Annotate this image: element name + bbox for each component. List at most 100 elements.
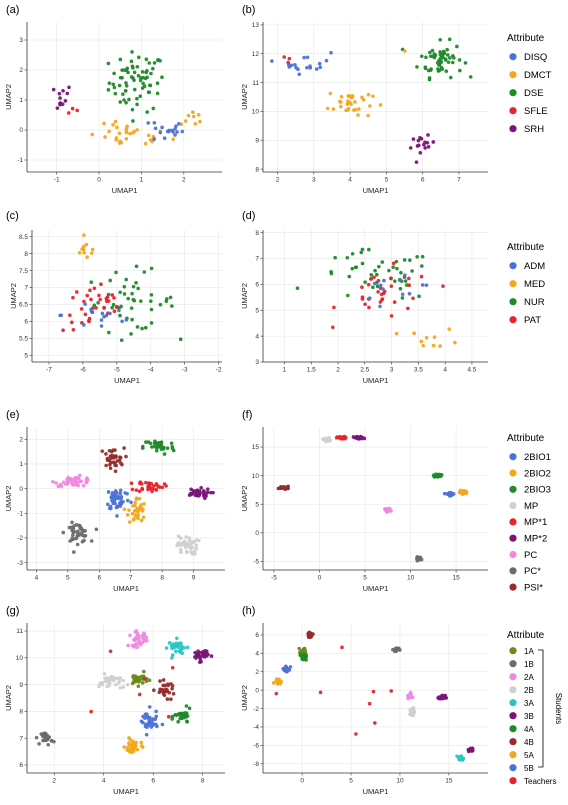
- point-3a: [164, 646, 169, 650]
- y-tick-label: 8: [19, 709, 23, 716]
- point-2b: [113, 683, 118, 687]
- point-dse: [445, 53, 450, 57]
- point-dmct: [339, 104, 343, 109]
- point-srh: [63, 99, 68, 103]
- point-2b: [102, 671, 107, 676]
- point-pc: [83, 533, 88, 538]
- point-srh: [426, 145, 431, 149]
- point-psi: [104, 463, 108, 468]
- point-mp: [184, 550, 189, 555]
- point-pat: [68, 313, 72, 317]
- point-nur: [360, 261, 365, 266]
- point-srh: [58, 101, 63, 105]
- point-nur: [371, 285, 375, 290]
- point-pc: [51, 479, 55, 484]
- point-dmct: [196, 113, 201, 117]
- point-dse: [426, 68, 431, 73]
- point-dse: [427, 77, 432, 82]
- point-mp1: [152, 484, 156, 488]
- point-2bio2: [133, 503, 137, 508]
- point-srh: [411, 137, 416, 141]
- point-5a: [127, 736, 131, 740]
- point-sfle: [70, 106, 75, 111]
- panel-label: (b): [242, 4, 255, 16]
- point-nur: [178, 337, 183, 342]
- point-4b: [167, 690, 172, 695]
- point-pat: [360, 295, 365, 299]
- point-dmct: [90, 132, 95, 137]
- point-nur: [347, 274, 352, 279]
- legend-dot: [509, 686, 517, 694]
- point-med: [447, 327, 452, 331]
- point-pat: [61, 328, 65, 333]
- y-tick-label: 0: [19, 486, 23, 493]
- x-tick-label: 6: [151, 778, 155, 785]
- point-pc: [81, 483, 86, 488]
- point-pc: [80, 539, 85, 544]
- point-2bio2: [462, 490, 467, 495]
- point-2bio2: [140, 508, 144, 513]
- point-2bio1: [113, 489, 118, 493]
- point-dmct: [102, 121, 106, 126]
- point-3a: [179, 650, 183, 655]
- point-2a: [144, 635, 149, 640]
- point-dse: [439, 65, 444, 70]
- point-2bio1: [106, 502, 110, 507]
- y-axis-title: UMAP2: [240, 685, 249, 711]
- point-nur: [149, 321, 154, 325]
- legend-label: 4A: [524, 725, 534, 734]
- point-5b: [284, 669, 289, 674]
- legend-dot: [509, 583, 517, 591]
- point-5a: [127, 741, 131, 745]
- point-nur: [329, 269, 333, 274]
- x-tick-label: 2: [52, 778, 56, 785]
- point-dmct: [135, 128, 139, 132]
- point-dse: [447, 37, 452, 42]
- point-5b: [160, 722, 165, 727]
- point-teachers: [340, 645, 344, 650]
- legend-dot: [509, 453, 517, 461]
- point-nur: [377, 264, 381, 269]
- point-nur: [393, 279, 397, 283]
- point-4b: [171, 692, 176, 696]
- point-disq: [305, 55, 310, 60]
- point-mp: [186, 542, 191, 546]
- point-dmct: [128, 131, 132, 136]
- point-nur: [387, 268, 391, 273]
- y-axis-title: UMAP2: [4, 685, 13, 711]
- point-dmct: [346, 99, 350, 103]
- point-mp2: [189, 491, 193, 496]
- point-pat: [110, 293, 115, 297]
- legend-label: 2BIO1: [524, 452, 551, 463]
- point-teachers: [137, 692, 142, 697]
- point-dse: [455, 44, 459, 49]
- point-nur: [165, 297, 169, 301]
- point-dse: [155, 81, 160, 86]
- point-2a: [409, 694, 413, 698]
- x-tick-label: 2: [276, 177, 280, 184]
- point-psi: [122, 446, 126, 450]
- point-mp1: [140, 486, 144, 491]
- point-nur: [130, 317, 134, 322]
- point-4a: [170, 714, 175, 719]
- point-pat: [369, 277, 374, 281]
- legend-label: SRH: [524, 124, 544, 135]
- point-nur: [143, 325, 148, 330]
- y-axis-title: UMAP2: [240, 283, 249, 309]
- point-2bio3: [439, 473, 444, 477]
- x-tick-label: 4: [443, 367, 447, 374]
- point-2b: [125, 682, 130, 687]
- legend-label: MP: [524, 501, 538, 512]
- y-tick-label: 6: [19, 762, 23, 769]
- point-psi: [113, 448, 117, 452]
- point-adm: [398, 278, 402, 283]
- point-nur: [111, 302, 116, 307]
- point-dse: [132, 70, 137, 75]
- point-mp2: [205, 487, 210, 491]
- point-dmct: [132, 129, 136, 134]
- legend-dot: [509, 71, 517, 79]
- point-4a: [177, 711, 182, 716]
- point-teachers: [89, 709, 93, 714]
- panel-label: (a): [6, 4, 19, 16]
